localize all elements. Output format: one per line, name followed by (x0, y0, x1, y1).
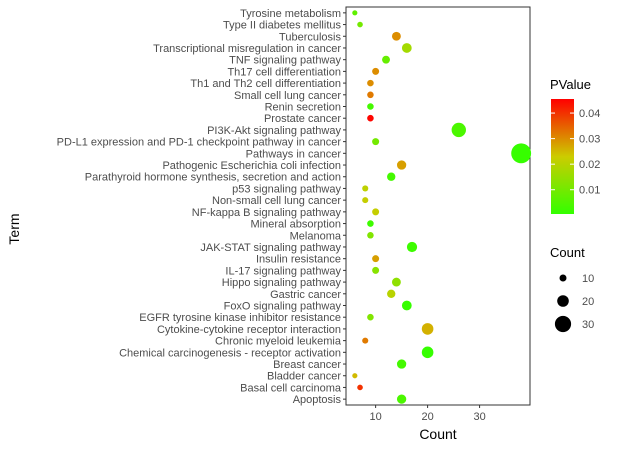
y-tick-label: Melanoma (290, 230, 342, 242)
y-tick-label: Apoptosis (293, 394, 342, 406)
y-tick-label: PI3K-Akt signaling pathway (207, 125, 341, 137)
y-tick-label: Tuberculosis (279, 31, 341, 43)
y-tick-label: Non-small cell lung cancer (212, 195, 341, 207)
colorbar-tick-label: 0.03 (579, 134, 600, 146)
size-legend-label: 10 (582, 273, 594, 285)
data-point (367, 114, 374, 122)
data-point (367, 313, 374, 321)
data-point (391, 277, 401, 287)
data-point (372, 208, 380, 216)
data-points (352, 10, 532, 404)
y-axis-title: Term (6, 213, 22, 244)
y-tick-label: Type II diabetes mellitus (223, 20, 342, 32)
plot-panel (345, 6, 531, 406)
data-point (362, 337, 369, 344)
y-tick-label: Small cell lung cancer (234, 90, 341, 102)
data-point (396, 394, 407, 404)
y-tick-label: Breast cancer (273, 359, 341, 371)
y-tick-label: EGFR tyrosine kinase inhibitor resistanc… (139, 312, 341, 324)
data-point (352, 10, 358, 16)
data-point (511, 143, 532, 164)
y-tick-label: Parathyroid hormone synthesis, secretion… (85, 172, 341, 184)
data-point (367, 79, 374, 87)
y-tick-label: Cytokine-cytokine receptor interaction (157, 324, 341, 336)
data-point (372, 138, 380, 146)
x-tick-label: 10 (370, 411, 382, 423)
data-point (387, 172, 396, 181)
y-tick-label: Basal cell carcinoma (240, 382, 342, 394)
data-point (367, 231, 374, 239)
data-point (372, 266, 380, 274)
colorbar-tick-label: 0.01 (579, 185, 600, 197)
colorbar-tick-label: 0.04 (579, 108, 600, 120)
y-tick-label: IL-17 signaling pathway (225, 265, 341, 277)
size-legend-label: 30 (582, 319, 594, 331)
data-point (396, 160, 407, 170)
y-tick-label: FoxO signaling pathway (224, 301, 342, 313)
data-point (357, 384, 363, 391)
y-tick-label: NF-kappa B signaling pathway (192, 207, 342, 219)
data-point (387, 289, 396, 298)
y-tick-label: Bladder cancer (267, 371, 341, 383)
data-point (401, 300, 412, 311)
y-tick-label: Th17 cell differentiation (227, 66, 341, 78)
x-tick-label: 30 (473, 411, 485, 423)
x-tick-label: 20 (421, 411, 433, 423)
data-point (357, 21, 363, 28)
data-point (406, 241, 418, 253)
y-tick-label: Mineral absorption (251, 219, 342, 231)
data-point (391, 31, 401, 41)
y-tick-label: Prostate cancer (264, 113, 341, 125)
pvalue-legend-title: PValue (550, 77, 591, 92)
count-legend-title: Count (550, 245, 585, 260)
y-tick-label: PD-L1 expression and PD-1 checkpoint pat… (57, 137, 342, 149)
size-legend-key (557, 295, 569, 307)
colorbar-tick-label: 0.02 (579, 159, 600, 171)
y-tick-label: Chronic myeloid leukemia (215, 336, 342, 348)
data-point (401, 43, 412, 53)
data-point (372, 67, 380, 75)
y-tick-label: TNF signaling pathway (229, 55, 341, 67)
size-legend-key (559, 274, 567, 282)
y-tick-label: JAK-STAT signaling pathway (200, 242, 341, 254)
y-tick-label: Chemical carcinogenesis - receptor activ… (119, 347, 341, 359)
y-tick-label: Pathways in cancer (246, 148, 342, 160)
data-point (362, 197, 369, 204)
x-axis: 10 20 30 (370, 405, 486, 423)
y-tick-label: Hippo signaling pathway (222, 277, 342, 289)
data-point (421, 346, 434, 359)
data-point (367, 220, 374, 227)
data-point (396, 359, 407, 369)
data-point (367, 103, 374, 110)
y-tick-label: Th1 and Th2 cell differentiation (190, 78, 341, 90)
size-legend-label: 20 (582, 296, 594, 308)
data-point (372, 255, 380, 263)
y-tick-label: p53 signaling pathway (232, 183, 341, 195)
x-axis-title: Count (419, 426, 456, 442)
y-tick-label: Pathogenic Escherichia coli infection (162, 160, 341, 172)
y-tick-label: Tyrosine metabolism (240, 8, 341, 20)
data-point (421, 323, 434, 335)
data-point (451, 122, 466, 138)
pvalue-legend: PValue 0.01 0.02 0.03 0.04 (550, 77, 600, 214)
y-tick-label: Renin secretion (265, 102, 341, 114)
data-point (382, 55, 390, 64)
panel-border (345, 6, 531, 406)
data-point (352, 373, 358, 379)
count-legend: Count 10 20 30 (550, 245, 594, 333)
y-tick-label: Transcriptional misregulation in cancer (153, 43, 341, 55)
y-tick-label: Gastric cancer (270, 289, 341, 301)
data-point (362, 185, 369, 192)
pvalue-colorbar (551, 99, 574, 214)
data-point (367, 91, 374, 99)
size-legend-key (554, 315, 572, 333)
y-tick-label: Insulin resistance (256, 254, 341, 266)
